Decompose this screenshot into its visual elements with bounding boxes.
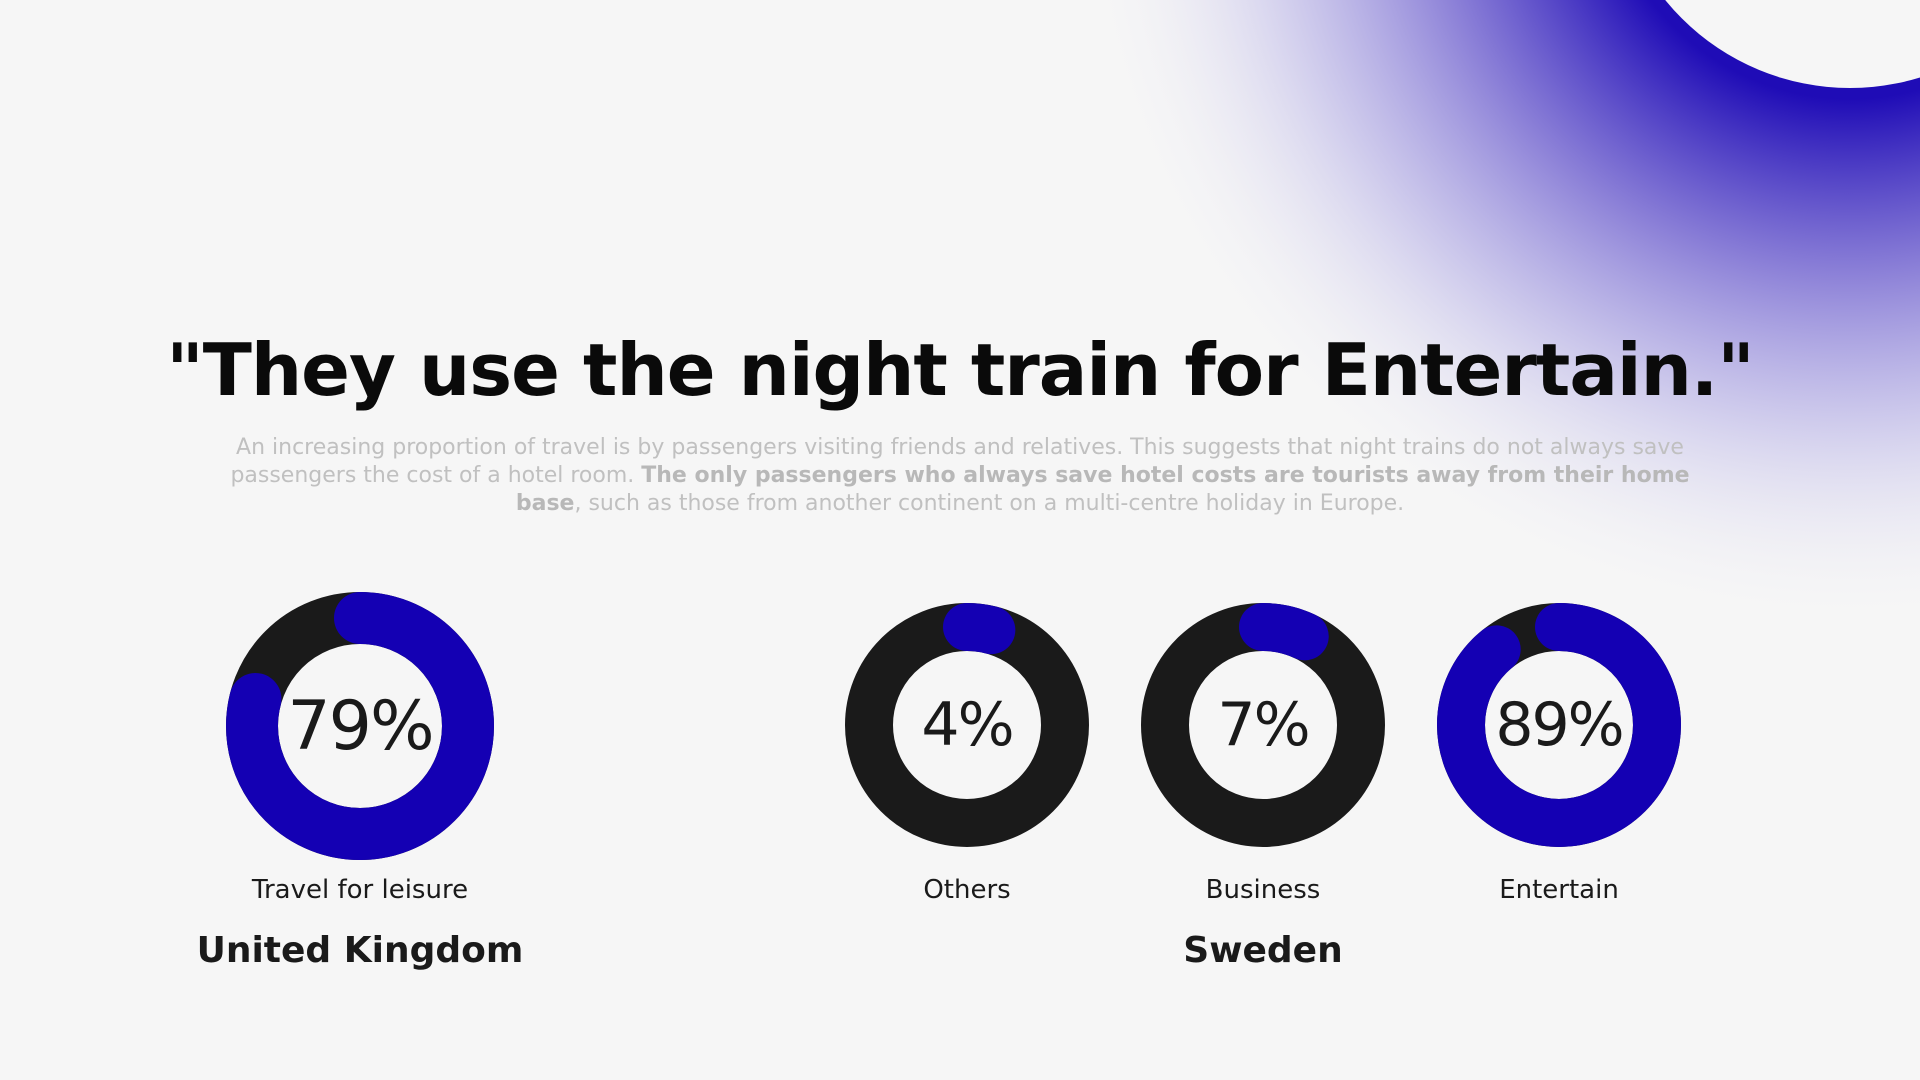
donut-svg	[226, 592, 494, 860]
donut-value-label: 89%	[1495, 690, 1624, 760]
description-intro: An increasing proportion of travel is by…	[230, 435, 1684, 488]
donut-others: 4%	[843, 601, 1091, 849]
donut-travel-for-leisure: 79%	[224, 590, 496, 862]
country-label-united-kingdom: United Kingdom	[196, 930, 524, 971]
gradient-glow	[900, 0, 1920, 640]
donut-entertain: 89%	[1435, 601, 1683, 849]
donut-value-arc	[226, 592, 494, 860]
donut-value-arc	[1437, 603, 1681, 847]
category-label: Entertain	[1499, 875, 1619, 905]
donut-value-label: 7%	[1217, 690, 1310, 760]
category-label: Travel for leisure	[251, 875, 469, 905]
page-title: "They use the night train for Entertain.…	[166, 328, 1754, 412]
description-outro: , such as those from another continent o…	[574, 491, 1405, 516]
donut-value-arc	[1141, 603, 1385, 847]
description-text: An increasing proportion of travel is by…	[205, 434, 1715, 518]
category-label: Business	[1205, 875, 1321, 905]
description-emphasis: The only passengers who always save hote…	[515, 463, 1690, 516]
donut-business: 7%	[1139, 601, 1387, 849]
donut-svg	[1437, 603, 1681, 847]
category-label: Others	[923, 875, 1011, 905]
donut-value-label: 4%	[921, 690, 1014, 760]
country-label-sweden: Sweden	[1183, 930, 1343, 971]
donut-svg	[1141, 603, 1385, 847]
donut-value-label: 79%	[287, 686, 434, 766]
corner-circle	[1665, 0, 1920, 88]
donut-svg	[845, 603, 1089, 847]
donut-value-arc	[845, 603, 1089, 847]
